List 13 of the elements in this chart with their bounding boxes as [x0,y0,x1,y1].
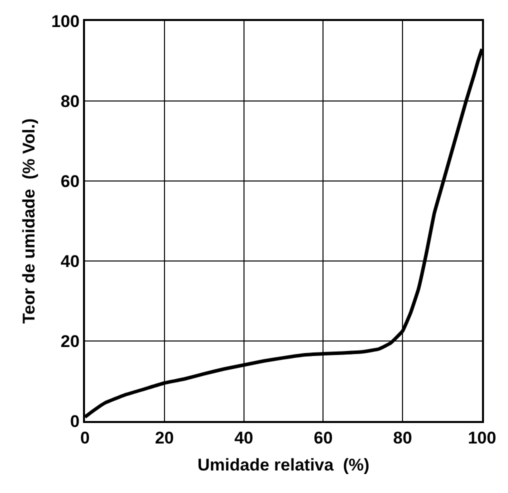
x-tick-label: 40 [234,428,254,448]
y-tick-label: 80 [60,92,80,111]
x-tick-label: 80 [393,428,412,448]
y-tick-label: 20 [60,332,80,351]
y-tick-label: 40 [60,252,80,271]
y-tick-label: 100 [51,12,80,31]
x-tick-label: 100 [468,428,496,448]
y-tick-label: 0 [70,412,80,431]
x-tick-label: 20 [154,428,174,448]
x-axis-title: Umidade relativa (%) [198,455,370,474]
y-axis-title: Teor de umidade (% Vol.) [19,118,38,324]
y-tick-label: 60 [60,172,80,191]
x-tick-label: 60 [314,428,333,448]
